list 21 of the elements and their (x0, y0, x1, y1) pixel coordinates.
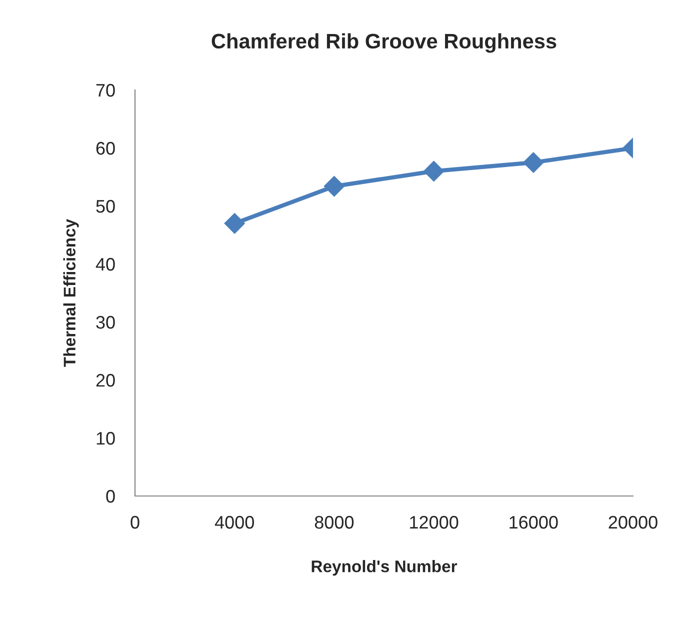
point (523, 152, 544, 173)
y-tick-label: 10 (96, 432, 115, 445)
y-tick-label: 30 (96, 316, 115, 329)
point (224, 213, 245, 234)
chart-title: Chamfered Rib Groove Roughness (212, 33, 556, 53)
y-tick-label: 20 (96, 374, 115, 387)
x-tick-label: 0 (130, 516, 140, 529)
y-axis-title: Thermal Efficiency (63, 218, 79, 367)
y-tick-label: 60 (96, 142, 115, 155)
x-tick-label: 8000 (314, 516, 354, 529)
point (324, 176, 345, 197)
x-tick-label: 20000 (608, 516, 658, 529)
x-axis-title: Reynold's Number (312, 560, 458, 576)
point (423, 160, 444, 182)
y-tick-label: 50 (96, 200, 115, 213)
x-tick-label: 16000 (510, 516, 558, 529)
x-tick-label: 12000 (410, 516, 458, 529)
y-tick-label: 70 (96, 84, 115, 97)
x-tick-label: 4000 (214, 516, 254, 529)
y-tick-label: 0 (106, 490, 115, 503)
y-tick-label: 40 (96, 258, 115, 271)
